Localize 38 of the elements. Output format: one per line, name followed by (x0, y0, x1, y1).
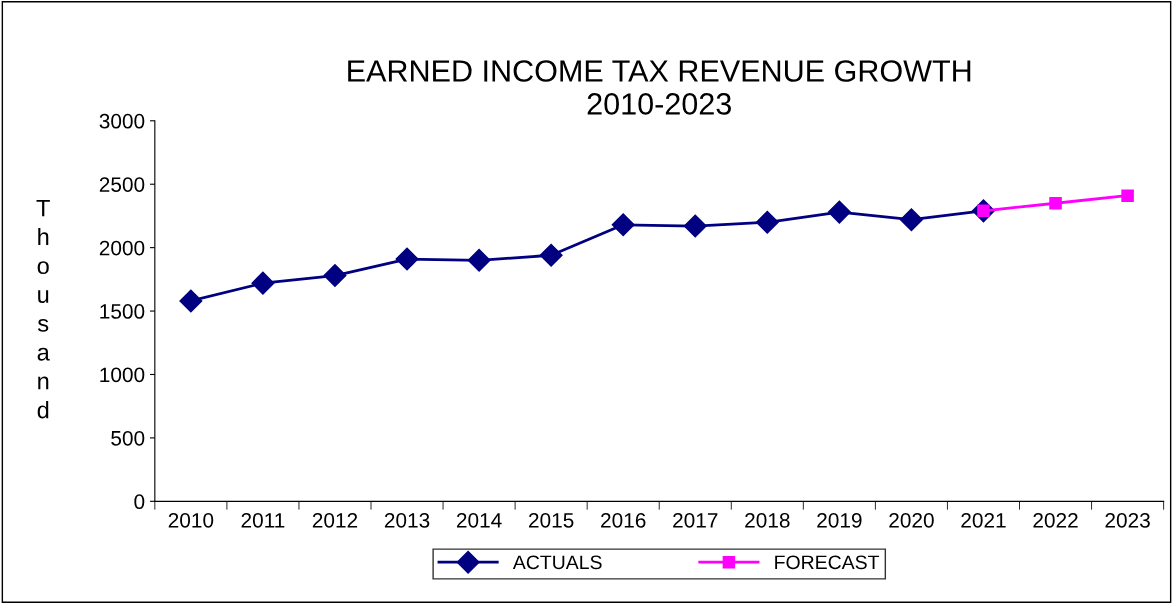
x-tick-label: 2023 (1105, 512, 1150, 528)
point (179, 289, 203, 313)
point (683, 214, 707, 238)
y-tick-label: 3000 (99, 113, 145, 129)
y-tick-label: 2500 (99, 177, 145, 192)
point (467, 248, 491, 272)
y-tick-label: 1500 (100, 304, 145, 319)
point (1121, 189, 1134, 202)
point (1049, 196, 1062, 210)
y-tick-label: 500 (111, 430, 145, 446)
x-tick-label: 2010 (168, 512, 214, 528)
x-tick-label: 2015 (529, 512, 574, 528)
point (827, 200, 851, 224)
x-tick-label: 2020 (889, 512, 934, 528)
point (395, 247, 419, 271)
x-tick-label: 2011 (241, 512, 285, 528)
point (899, 208, 923, 232)
x-tick-label: 2019 (817, 512, 862, 528)
legend-label: FORECAST (775, 555, 880, 570)
x-tick-label: 2016 (601, 512, 646, 528)
y-tick-label: 0 (134, 494, 145, 510)
point (755, 210, 779, 234)
y-tick-label: 1000 (100, 367, 145, 383)
x-tick-label: 2013 (384, 512, 430, 528)
legend-label: ACTUALS (512, 555, 602, 570)
x-tick-label: 2018 (745, 512, 790, 528)
x-tick-label: 2014 (456, 512, 502, 528)
y-tick-label: 2000 (99, 240, 145, 256)
y-axis-title: Thousand (36, 199, 50, 419)
point (251, 271, 275, 295)
point (539, 243, 563, 267)
chart-title: EARNED INCOME TAX REVENUE GROWTH 2010-2023 (348, 60, 971, 115)
x-tick-label: 2022 (1033, 512, 1078, 528)
x-tick-label: 2017 (673, 512, 718, 528)
x-tick-label: 2012 (312, 512, 358, 528)
point (611, 213, 635, 237)
point (323, 264, 347, 288)
x-tick-label: 2021 (961, 512, 1006, 528)
